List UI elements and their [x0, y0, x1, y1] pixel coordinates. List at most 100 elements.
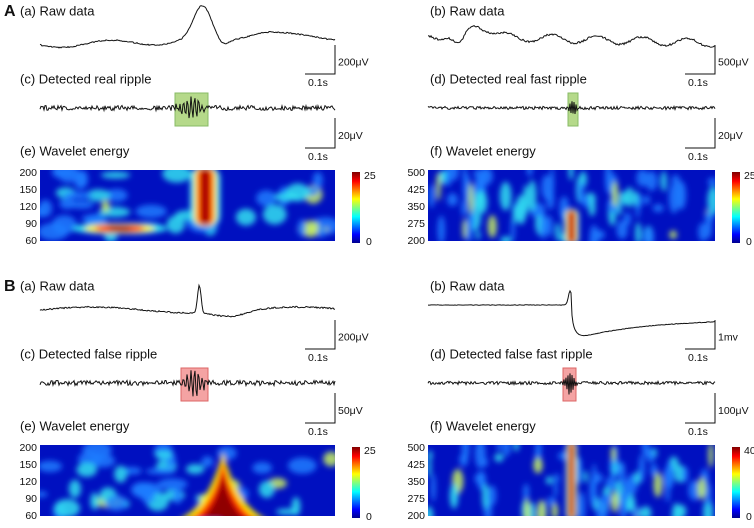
heatmap-blob [145, 468, 176, 475]
heatmap-blob [301, 220, 320, 238]
signal-trace [39, 96, 336, 119]
scale-label: 0.1s [688, 426, 708, 438]
heatmap-blob [78, 170, 89, 188]
colorbar [732, 447, 740, 518]
y-tick-label: 150 [19, 459, 37, 471]
heatmap [428, 445, 715, 516]
heatmap-blob [317, 225, 326, 238]
heatmap-blob [611, 491, 619, 513]
colorbar-label: 0 [366, 236, 372, 248]
scale-label: 0.1s [308, 77, 328, 89]
heatmap-blob [605, 476, 617, 491]
heatmap-blob [523, 483, 530, 502]
colorbar-label: 40 [744, 445, 754, 457]
heatmap-blob [462, 170, 468, 185]
y-tick-label: 425 [407, 184, 425, 196]
heatmap-blobs [428, 170, 715, 241]
heatmap-hot [201, 170, 210, 225]
scale-bar [305, 393, 336, 424]
heatmap-blob [523, 498, 531, 516]
heatmap-blob [636, 170, 649, 187]
heatmap-blob [487, 485, 497, 506]
scale-bar [305, 45, 336, 75]
heatmap-blob [705, 206, 713, 239]
heatmap-blob [645, 171, 658, 191]
heatmap-blob [653, 472, 663, 498]
heatmap-blob [553, 480, 558, 498]
scale-label: 0.1s [308, 426, 328, 438]
panel-title: (f) Wavelet energy [430, 143, 536, 158]
panel-title: (c) Detected real ripple [20, 71, 152, 86]
heatmap-blob [437, 215, 446, 241]
colorbar-label: 25 [364, 170, 376, 182]
y-tick-label: 350 [407, 201, 425, 213]
heatmap-blob [468, 182, 474, 214]
heatmap-blob [640, 506, 652, 516]
colorbar [352, 447, 360, 518]
heatmap-blob [68, 479, 81, 498]
heatmap-blob [69, 200, 94, 209]
heatmap-blob [445, 170, 452, 187]
heatmap-hot [203, 472, 243, 516]
heatmap-blob [105, 495, 128, 511]
scale-bar [685, 320, 716, 350]
heatmap-blob [428, 456, 432, 478]
heatmap-blob [173, 488, 183, 504]
heatmap-blob [459, 453, 469, 467]
heatmap-blob [323, 451, 335, 467]
heatmap-blob [217, 446, 237, 461]
heatmap-blob [581, 196, 591, 208]
colorbar-label: 0 [366, 511, 372, 523]
signal-trace [427, 101, 716, 114]
heatmap-blob [114, 465, 128, 483]
panel-title: (b) Raw data [430, 3, 505, 18]
heatmap-blob [638, 453, 645, 483]
heatmap-blob [697, 477, 706, 500]
section-label: A [4, 3, 16, 20]
heatmap-blob [166, 215, 185, 234]
heatmap-blob [157, 478, 188, 491]
heatmap [40, 445, 335, 516]
scale-label: 200μV [338, 56, 369, 68]
heatmap-blob [533, 457, 543, 474]
heatmap-blob [465, 216, 474, 241]
heatmap-blob [535, 202, 546, 218]
heatmap-blob [101, 199, 110, 213]
heatmap-blob [635, 222, 642, 241]
heatmap-blob [476, 229, 481, 241]
heatmap-blob [430, 473, 436, 502]
heatmap-blob [668, 182, 680, 214]
y-tick-label: 60 [25, 510, 37, 522]
scale-label: 0.1s [688, 77, 708, 89]
heatmap-blob [623, 212, 632, 226]
heatmap-blob [698, 222, 709, 241]
y-tick-label: 150 [19, 184, 37, 196]
heatmap-blob [76, 462, 98, 477]
y-tick-label: 200 [19, 442, 37, 454]
heatmap-blobs [40, 445, 335, 516]
heatmap-blob [462, 218, 467, 240]
heatmap-blob [40, 491, 48, 498]
heatmap-blob [105, 188, 128, 202]
heatmap-blob [583, 470, 588, 483]
scale-label: 0.1s [308, 352, 328, 364]
panel-title: (b) Raw data [430, 278, 505, 293]
heatmap-blob [707, 177, 715, 186]
heatmap-blob [201, 456, 214, 468]
scale-label: 500μV [718, 56, 749, 68]
heatmap-blob [619, 490, 628, 516]
heatmap-blob [596, 499, 608, 516]
y-tick-label: 275 [407, 493, 425, 505]
heatmap-blob [256, 190, 277, 207]
heatmap-blob [461, 199, 468, 217]
scale-label: 1mv [718, 331, 739, 343]
heatmap-blob [705, 482, 712, 507]
heatmap-blob [633, 190, 639, 207]
heatmap-blob [616, 220, 628, 240]
signal-trace [39, 283, 336, 318]
y-tick-label: 60 [25, 235, 37, 247]
y-tick-label: 500 [407, 442, 425, 454]
heatmap-blob [474, 472, 486, 485]
heatmap-blob [297, 219, 306, 237]
